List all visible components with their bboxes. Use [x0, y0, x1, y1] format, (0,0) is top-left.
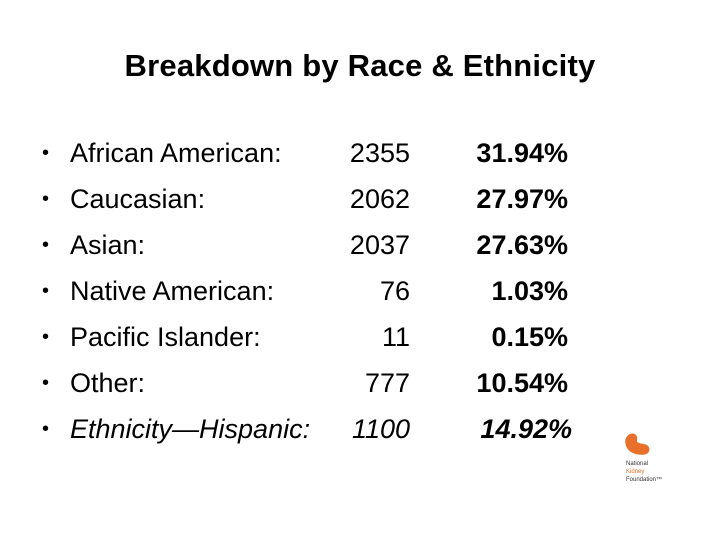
list-item-caucasian: • Caucasian: 2062 27.97%	[42, 176, 602, 222]
kidney-icon	[625, 433, 650, 455]
row-label: Other:	[70, 368, 146, 398]
row-label: Caucasian:	[70, 184, 206, 214]
row-count: 76	[379, 276, 410, 306]
row-percent: 14.92%	[480, 414, 572, 444]
row-percent: 27.97%	[476, 184, 568, 214]
list-item-pacific-islander: • Pacific Islander: 11 0.15%	[42, 314, 602, 360]
row-label: Native American:	[70, 276, 275, 306]
row-count: 1100	[351, 414, 410, 444]
row-count: 2037	[349, 230, 410, 260]
bullet-icon: •	[42, 372, 50, 394]
bullet-icon: •	[42, 280, 50, 302]
list-item-native-american: • Native American: 76 1.03%	[42, 268, 602, 314]
row-percent: 10.54%	[476, 368, 568, 398]
row-label: Asian:	[70, 230, 146, 260]
row-count: 11	[381, 322, 410, 352]
nkf-logo: National Kidney Foundation™	[624, 432, 684, 488]
list-item-hispanic: • Ethnicity—Hispanic: 1100 14.92%	[42, 406, 602, 452]
bullet-icon: •	[42, 326, 50, 348]
row-percent: 27.63%	[476, 230, 568, 260]
logo-line-national: National	[626, 461, 649, 467]
list-item-asian: • Asian: 2037 27.63%	[42, 222, 602, 268]
list-item-other: • Other: 777 10.54%	[42, 360, 602, 406]
bullet-icon: •	[42, 142, 50, 164]
row-percent: 0.15%	[491, 322, 568, 352]
row-label: Ethnicity—Hispanic:	[70, 414, 311, 444]
row-label: African American:	[70, 138, 282, 168]
logo-text: National Kidney Foundation™	[626, 460, 662, 484]
row-label: Pacific Islander:	[70, 322, 261, 352]
logo-line-foundation: Foundation™	[626, 477, 663, 483]
breakdown-list: • African American: 2355 31.94% • Caucas…	[42, 130, 602, 452]
row-percent: 1.03%	[491, 276, 568, 306]
row-count: 2062	[349, 184, 410, 214]
logo-line-kidney: Kidney	[626, 469, 645, 475]
row-percent: 31.94%	[476, 138, 568, 168]
list-item-african-american: • African American: 2355 31.94%	[42, 130, 602, 176]
bullet-icon: •	[42, 234, 50, 256]
row-count: 2355	[349, 138, 410, 168]
bullet-icon: •	[42, 188, 50, 210]
slide-title: Breakdown by Race & Ethnicity	[124, 48, 596, 83]
row-count: 777	[364, 368, 410, 398]
bullet-icon: •	[42, 418, 50, 440]
